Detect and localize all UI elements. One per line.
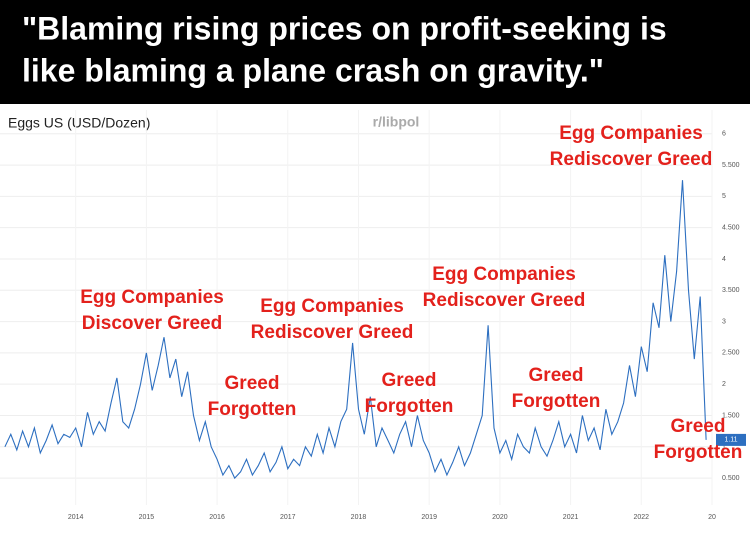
- y-tick-label: 1: [722, 444, 726, 451]
- y-tick-label: 2: [722, 381, 726, 388]
- x-tick-label: 2019: [421, 514, 437, 521]
- y-tick-label: 5.500: [722, 162, 740, 169]
- x-tick-label: 2021: [563, 514, 579, 521]
- annotation: Forgotten: [208, 399, 297, 420]
- annotation: Rediscover Greed: [550, 149, 713, 170]
- x-tick-label: 2022: [634, 514, 650, 521]
- x-tick-label: 2015: [139, 514, 155, 521]
- annotation: Greed: [671, 416, 726, 437]
- price-line: [4, 180, 707, 480]
- annotation: Rediscover Greed: [423, 290, 586, 311]
- last-value-label: 1.11: [724, 437, 737, 444]
- y-tick-label: 4.500: [722, 225, 740, 232]
- x-tick-label: 2020: [492, 514, 508, 521]
- annotation: Egg Companies: [260, 296, 404, 317]
- annotation: Greed: [529, 365, 584, 386]
- annotation: Discover Greed: [82, 313, 222, 334]
- y-tick-label: 4: [722, 256, 726, 263]
- annotation: Forgotten: [654, 442, 743, 463]
- annotation: Egg Companies: [80, 287, 224, 308]
- y-tick-label: 3: [722, 318, 726, 325]
- annotation: Egg Companies: [559, 123, 703, 144]
- y-tick-label: 0.500: [722, 475, 740, 482]
- x-tick-label: 2018: [351, 514, 367, 521]
- chart-title: Eggs US (USD/Dozen): [8, 115, 150, 131]
- x-tick-label: 20: [708, 514, 716, 521]
- annotation: Forgotten: [512, 391, 601, 412]
- watermark: r/libpol: [373, 114, 420, 130]
- y-tick-label: 1.500: [722, 412, 740, 419]
- x-tick-label: 2014: [68, 514, 84, 521]
- last-value-box: [716, 433, 746, 446]
- annotation: Egg Companies: [432, 264, 576, 285]
- annotation: Greed: [382, 370, 437, 391]
- header-line: "Blaming rising prices on profit-seeking…: [22, 10, 667, 46]
- x-tick-label: 2016: [209, 514, 225, 521]
- header-band: [0, 0, 750, 104]
- y-tick-label: 3.500: [722, 287, 740, 294]
- header-line: like blaming a plane crash on gravity.": [22, 52, 604, 88]
- x-tick-label: 2017: [280, 514, 296, 521]
- y-tick-label: 6: [722, 131, 726, 138]
- annotation: Greed: [225, 373, 280, 394]
- annotation: Rediscover Greed: [251, 322, 414, 343]
- y-tick-label: 5: [722, 193, 726, 200]
- annotation: Forgotten: [365, 396, 454, 417]
- y-tick-label: 2.500: [722, 350, 740, 357]
